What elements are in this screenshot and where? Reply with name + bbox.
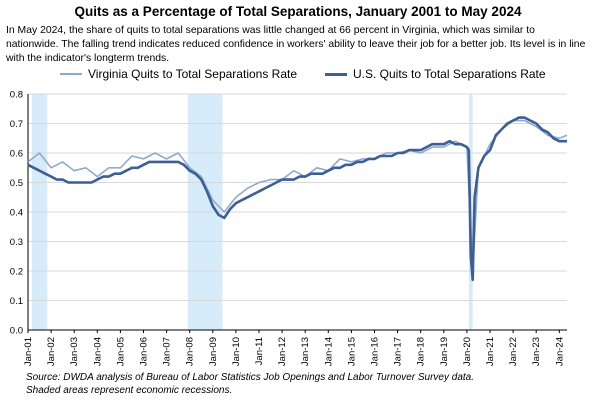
x-tick-label-9: Jan-10	[231, 337, 242, 366]
y-tick-label-7: 0.7	[10, 119, 23, 130]
x-tick-label-15: Jan-16	[370, 337, 381, 366]
series-line-virginia	[27, 119, 568, 272]
y-tick-label-1: 0.1	[10, 296, 23, 307]
x-tick-label-23: Jan-24	[554, 337, 565, 366]
x-tick-label-8: Jan-09	[208, 337, 219, 366]
y-tick-label-3: 0.3	[10, 237, 23, 248]
chart-subtitle: In May 2024, the share of quits to total…	[6, 25, 586, 64]
x-tick-label-18: Jan-19	[439, 337, 450, 366]
x-tick-label-5: Jan-06	[139, 337, 150, 366]
legend-label-us: U.S. Quits to Total Separations Rate	[353, 67, 546, 81]
x-tick-label-20: Jan-21	[485, 337, 496, 366]
x-tick-label-0: Jan-01	[23, 337, 34, 366]
y-tick-label-5: 0.5	[10, 178, 23, 189]
x-tick-label-3: Jan-04	[92, 337, 103, 366]
legend-label-virginia: Virginia Quits to Total Separations Rate	[88, 67, 298, 81]
y-tick-label-2: 0.2	[10, 267, 23, 278]
legend-item-virginia: Virginia Quits to Total Separations Rate	[60, 67, 297, 81]
x-tick-label-21: Jan-22	[508, 337, 519, 366]
y-tick-label-8: 0.8	[10, 90, 23, 101]
chart-source-notes: Source: DWDA analysis of Bureau of Labor…	[26, 371, 474, 397]
x-tick-label-17: Jan-18	[416, 337, 427, 366]
chart-legend: Virginia Quits to Total Separations Rate…	[0, 67, 596, 83]
legend-swatch-us	[325, 72, 347, 76]
chart-title: Quits as a Percentage of Total Separatio…	[74, 4, 522, 19]
series-line-us	[27, 116, 567, 282]
source-note: Source: DWDA analysis of Bureau of Labor…	[26, 372, 475, 383]
x-tick-label-4: Jan-05	[115, 337, 126, 366]
x-tick-label-7: Jan-08	[185, 337, 196, 366]
x-tick-label-11: Jan-12	[277, 337, 288, 366]
x-tick-label-19: Jan-20	[462, 337, 473, 366]
y-tick-label-0: 0.0	[10, 326, 23, 337]
legend-swatch-virginia	[60, 73, 82, 75]
legend-item-us: U.S. Quits to Total Separations Rate	[325, 67, 546, 81]
recession-note: Shaded areas represent economic recessio…	[26, 385, 233, 396]
x-tick-label-22: Jan-23	[531, 337, 542, 366]
x-tick-label-14: Jan-15	[346, 337, 357, 366]
x-tick-label-6: Jan-07	[162, 337, 173, 366]
y-tick-label-4: 0.4	[10, 208, 23, 219]
y-tick-label-6: 0.6	[10, 149, 23, 160]
x-tick-label-12: Jan-13	[300, 337, 311, 366]
x-tick-label-13: Jan-14	[323, 337, 334, 366]
x-tick-label-1: Jan-02	[46, 337, 57, 366]
x-tick-label-10: Jan-11	[254, 337, 265, 365]
x-tick-label-16: Jan-17	[393, 337, 404, 366]
x-tick-label-2: Jan-03	[69, 337, 80, 366]
